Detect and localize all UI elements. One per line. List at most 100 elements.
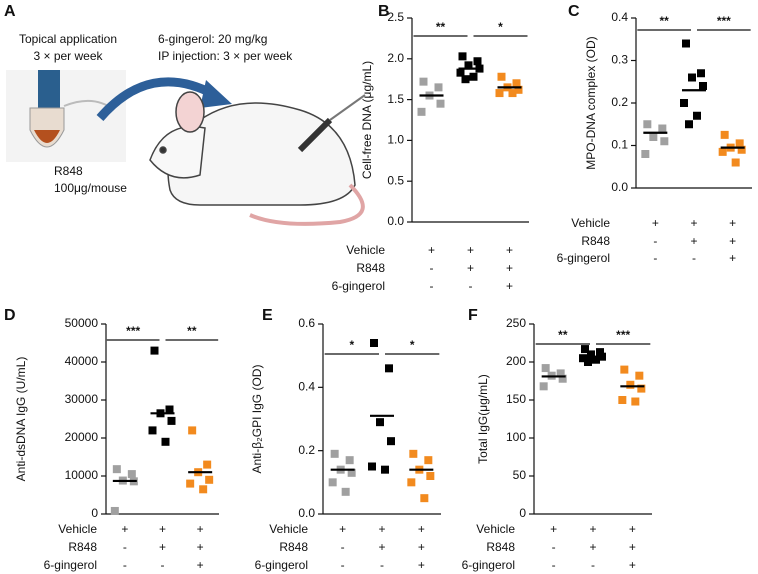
point <box>720 130 729 139</box>
point <box>456 68 465 77</box>
point <box>497 72 506 81</box>
significance-label: ** <box>558 328 568 342</box>
point <box>203 460 212 469</box>
y-tick-label: 0.1 <box>611 138 628 152</box>
point <box>376 418 384 427</box>
condition-label: 6-gingerol <box>462 558 515 572</box>
point <box>596 348 604 357</box>
point <box>417 107 426 116</box>
y-tick-label: 100 <box>506 430 526 444</box>
point <box>436 99 445 108</box>
condition-sign: + <box>197 540 204 554</box>
panel-a: A Topical application 3 × per week 6-gin… <box>4 3 366 226</box>
point <box>387 437 395 446</box>
point <box>556 369 565 378</box>
condition-label: R848 <box>68 540 97 554</box>
caption: R848 <box>54 164 83 178</box>
condition-sign: + <box>729 234 736 248</box>
point <box>539 382 548 391</box>
point <box>370 339 378 347</box>
panel-label: B <box>378 3 390 20</box>
point <box>718 147 727 156</box>
condition-sign: + <box>339 522 346 536</box>
y-tick-label: 0.5 <box>387 173 404 187</box>
condition-sign: + <box>378 540 385 554</box>
y-tick-label: 0.4 <box>611 10 628 24</box>
significance-label: * <box>498 20 503 34</box>
condition-label: Vehicle <box>58 522 97 536</box>
point <box>469 72 478 81</box>
point <box>699 82 707 90</box>
point <box>341 487 350 496</box>
point <box>407 478 416 487</box>
y-tick-label: 0.0 <box>387 214 404 228</box>
condition-label: 6-gingerol <box>332 279 385 293</box>
condition-sign: - <box>430 279 434 293</box>
point <box>420 494 429 503</box>
point <box>167 416 176 425</box>
condition-sign: - <box>552 540 556 554</box>
point <box>424 456 433 465</box>
point <box>330 449 339 458</box>
point <box>697 69 705 78</box>
point <box>579 354 587 363</box>
point <box>584 358 592 366</box>
condition-sign: + <box>550 522 557 536</box>
condition-sign: + <box>428 243 435 257</box>
point <box>150 346 159 355</box>
point <box>737 145 746 154</box>
point <box>409 449 418 458</box>
significance-label: *** <box>616 328 630 342</box>
y-axis-title: Anti-dsDNA IgG (U/mL) <box>14 357 28 482</box>
condition-sign: + <box>467 243 474 257</box>
condition-sign: - <box>341 558 345 572</box>
significance-label: * <box>349 338 354 352</box>
y-tick-label: 50000 <box>65 316 99 330</box>
y-tick-label: 0 <box>91 506 98 520</box>
condition-label: Vehicle <box>346 243 385 257</box>
y-tick-label: 1.5 <box>387 92 404 106</box>
condition-sign: + <box>506 243 513 257</box>
condition-label: R848 <box>486 540 515 554</box>
condition-sign: - <box>552 558 556 572</box>
condition-label: 6-gingerol <box>557 251 610 265</box>
condition-sign: + <box>197 522 204 536</box>
point <box>419 77 428 86</box>
y-tick-label: 0.4 <box>298 380 315 394</box>
condition-sign: + <box>378 522 385 536</box>
condition-sign: - <box>380 558 384 572</box>
condition-sign: - <box>123 540 127 554</box>
panel-label: A <box>4 3 16 20</box>
condition-sign: + <box>589 540 596 554</box>
point <box>110 506 119 515</box>
point <box>165 405 174 414</box>
point <box>161 437 170 446</box>
condition-sign: - <box>653 251 657 265</box>
condition-label: R848 <box>279 540 308 554</box>
condition-sign: + <box>652 216 659 230</box>
point <box>127 470 136 479</box>
y-axis-title: Anti-β₂GPI IgG (OD) <box>250 365 264 474</box>
arrow <box>96 77 218 121</box>
arrow-head <box>200 80 232 108</box>
condition-sign: + <box>159 540 166 554</box>
chart: D 0 10000 20000 30000 40000 50000 Anti-dsDNA Ig… <box>4 307 219 572</box>
point <box>368 462 376 471</box>
pipette <box>38 70 60 110</box>
point <box>461 75 470 84</box>
y-tick-label: 50 <box>513 468 527 482</box>
condition-sign: + <box>418 558 425 572</box>
point <box>434 83 443 92</box>
y-tick-label: 0 <box>519 506 526 520</box>
point <box>199 485 208 494</box>
y-tick-label: 0.0 <box>611 180 628 194</box>
point <box>328 478 337 487</box>
panel-label: E <box>262 307 273 324</box>
point <box>643 120 652 129</box>
y-tick-label: 2.0 <box>387 51 404 65</box>
point <box>688 73 696 82</box>
point <box>660 137 669 146</box>
panel-label: D <box>4 307 16 324</box>
condition-sign: + <box>418 522 425 536</box>
